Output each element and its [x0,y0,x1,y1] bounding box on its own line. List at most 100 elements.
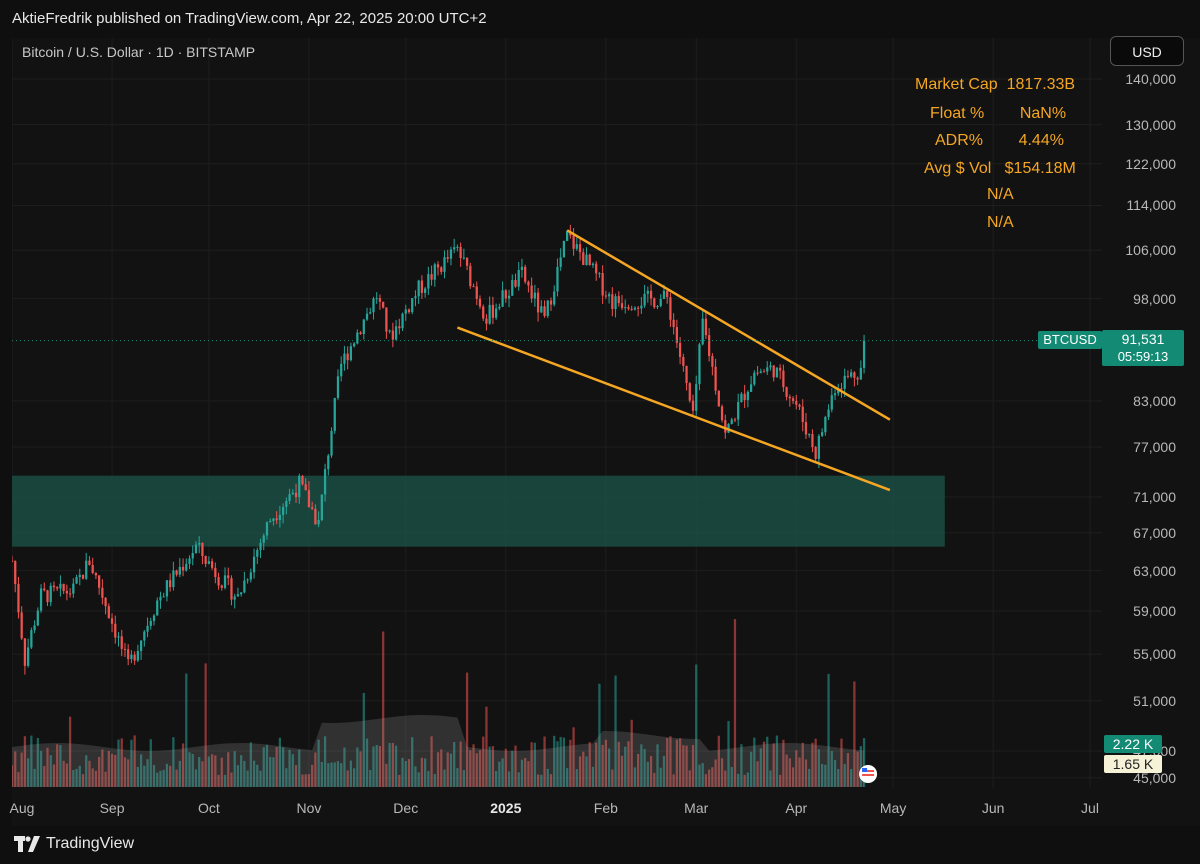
volume-bar [859,746,862,787]
volume-bar [30,735,33,787]
tradingview-logo-icon [14,835,40,852]
candle-body [120,636,123,649]
x-tick-label: Apr [785,800,808,816]
volume-bar [656,744,659,787]
y-tick-label: 67,000 [1133,524,1176,541]
candle-body [559,257,562,267]
price-chart[interactable] [12,38,1102,788]
volume-bar [669,736,672,787]
candle-body [178,566,181,575]
volume-bar [91,768,94,787]
x-tick-label: Jul [1081,800,1099,816]
volume-bar [246,770,249,787]
volume-bar [127,759,130,787]
volume-bar [675,739,679,787]
candle-body [272,518,275,521]
candle-body [68,593,72,595]
volume-bar [330,762,333,787]
candle-body [91,564,94,573]
volume-bar [23,736,27,787]
volume-bar [811,742,814,787]
volume-bar [285,768,288,787]
volume-bar [420,757,424,787]
volume-bar [98,756,101,787]
candle-body [469,265,472,287]
volume-bar [637,753,640,787]
volume-bar [633,767,637,787]
volume-bar [607,748,611,787]
volume-bar [762,741,766,787]
candle-body [856,377,859,380]
candle-body [850,372,853,377]
volume-bar [856,751,859,787]
volume-bar [49,755,52,787]
us-flag-stripe [862,774,875,776]
candle-body [562,240,566,258]
currency-button[interactable]: USD [1110,36,1184,66]
footer-brand[interactable]: TradingView [0,826,1200,864]
candle-body [853,372,856,378]
volume-bar [475,753,478,787]
volume-bar [449,753,453,787]
candle-body [720,406,724,421]
volume-bar [843,764,846,787]
candle-body [369,312,372,314]
volume-bar [288,749,291,787]
volume-avg-tag: 1.65 K [1104,755,1162,773]
candle-body [359,332,362,335]
volume-bar [314,752,317,787]
volume-bar [775,735,779,787]
candle-body [701,318,704,345]
volume-bar [68,716,72,787]
candle-body [281,506,285,515]
candle-body [317,520,320,525]
volume-bar [101,749,104,787]
volume-bar [714,759,717,787]
volume-bar [204,663,207,787]
candle-body [230,578,233,600]
candle-body [724,420,727,433]
candle-body [407,309,411,313]
volume-bar [378,745,382,787]
y-tick-label: 45,000 [1133,769,1176,786]
price-axis[interactable]: 140,000 130,000 122,000 114,000 106,000 98,00… [1102,38,1200,788]
volume-bar [646,761,649,787]
candle-body [672,319,675,328]
volume-bar [333,762,336,787]
volume-bar [727,721,730,787]
candle-body [814,447,817,459]
volume-bar [398,774,401,787]
candle-body [201,543,204,557]
volume-bar [130,739,133,787]
candle-body [278,514,282,521]
candle-body [159,596,162,601]
x-tick-label: Mar [684,800,709,816]
candle-body [456,246,459,248]
volume-bar [604,739,607,787]
volume-bar [217,774,220,787]
volume-bar [672,774,675,787]
candle-body [340,363,343,377]
candle-body [637,307,640,309]
candle-body [249,572,252,580]
volume-bar [323,736,327,787]
candle-body [275,518,278,521]
candle-body [607,294,611,297]
volume-bar [436,752,440,787]
chart-area[interactable] [12,38,1102,788]
volume-bar [772,743,775,787]
volume-bar [12,765,14,787]
candle-body [678,342,682,357]
volume-bar [553,735,556,787]
candle-body [204,556,207,564]
candle-body [336,376,340,398]
volume-bar [850,769,853,787]
volume-bar [724,770,727,787]
volume-bar [817,749,821,787]
volume-bar [740,744,743,787]
volume-bar [275,746,278,787]
volume-bar [133,735,136,787]
volume-bar [798,757,801,787]
candle-body [536,292,540,313]
candle-body [588,254,591,266]
